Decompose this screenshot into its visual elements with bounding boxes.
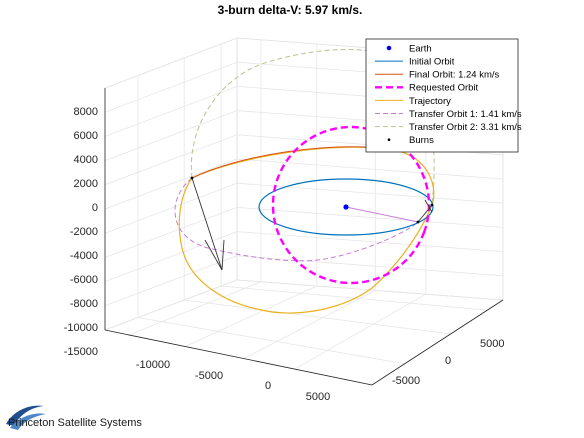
burn-vector xyxy=(221,239,225,271)
grid-line xyxy=(137,317,405,365)
y-tick-label: 0 xyxy=(445,355,451,367)
grid-line xyxy=(243,290,376,359)
z-tick-label: 4000 xyxy=(74,154,98,166)
z-tick-label: 0 xyxy=(92,202,98,214)
burn-marker xyxy=(416,220,420,224)
grid-line xyxy=(104,255,238,307)
legend-item: Transfer Orbit 2: 3.31 km/s xyxy=(375,122,522,133)
x-tick-label: -5000 xyxy=(195,370,223,382)
burn-marker xyxy=(190,176,194,180)
burn-marker xyxy=(430,203,434,207)
psys-swoosh-logo-icon xyxy=(6,405,46,430)
grid-line xyxy=(104,134,238,186)
burn-vector xyxy=(191,177,223,271)
grid-line xyxy=(104,61,238,113)
transfer-orbit-2-curve xyxy=(190,49,435,206)
grid-line xyxy=(104,231,238,282)
legend-label: Transfer Orbit 1: 1.41 km/s xyxy=(409,109,522,120)
grid-line xyxy=(104,207,238,258)
grid-line xyxy=(104,110,238,161)
z-tick-label: 2000 xyxy=(74,178,98,190)
grid-line xyxy=(104,182,238,234)
legend-item: Final Orbit: 1.24 km/s xyxy=(375,70,500,81)
legend-label: Requested Orbit xyxy=(409,83,479,94)
x-tick-label: -10000 xyxy=(136,359,170,371)
transfer-orbit-1-curve xyxy=(174,177,419,262)
grid-line xyxy=(236,182,504,204)
grid-line xyxy=(184,299,451,335)
legend-item: Requested Orbit xyxy=(375,83,479,94)
brand-name: Princeton Satellite Systems xyxy=(8,417,142,429)
legend-label: Initial Orbit xyxy=(409,57,455,68)
legend-item: Initial Orbit xyxy=(375,57,455,68)
z-tick-label: -6000 xyxy=(70,274,98,286)
x-tick-label: 5000 xyxy=(306,391,330,403)
legend-item: Transfer Orbit 1: 1.41 km/s xyxy=(375,109,522,120)
z-tick-labels: -15000 -10000 -8000 -6000 -4000 -2000 0 … xyxy=(64,106,98,358)
z-tick-label: -8000 xyxy=(70,298,98,310)
legend-label: Final Orbit: 1.24 km/s xyxy=(409,70,500,81)
earth-to-burn-line xyxy=(345,206,419,223)
y-tick-label: -5000 xyxy=(392,375,420,387)
x-axis-line xyxy=(104,329,373,386)
legend-label: Burns xyxy=(409,135,434,146)
legend: Earth Initial Orbit Final Orbit: 1.24 km/s… xyxy=(365,38,522,153)
z-tick-label: -4000 xyxy=(70,250,98,262)
earth-marker xyxy=(343,204,349,210)
grid-line xyxy=(236,231,504,252)
z-tick-label: 6000 xyxy=(74,130,98,142)
grid-line xyxy=(236,158,504,180)
brand: Princeton Satellite Systems xyxy=(6,405,142,430)
legend-box xyxy=(365,38,519,153)
legend-item: Trajectory xyxy=(375,96,451,107)
z-tick-label: 8000 xyxy=(74,106,98,118)
initial-orbit-curve xyxy=(258,178,434,236)
legend-item: Burns xyxy=(387,135,434,146)
z-tick-label: -15000 xyxy=(64,346,98,358)
grid-line xyxy=(184,285,317,347)
grid-line xyxy=(104,86,238,137)
legend-swatch xyxy=(386,45,392,51)
grid-line xyxy=(128,281,262,336)
grid-line xyxy=(104,37,238,89)
y-tick-label: 5000 xyxy=(480,338,504,350)
chart-title: 3-burn delta-V: 5.97 km/s. xyxy=(218,3,363,17)
legend-item: Earth xyxy=(386,43,432,54)
x-tick-label: 0 xyxy=(265,380,271,392)
legend-label: Trajectory xyxy=(409,96,451,107)
grid-line xyxy=(104,279,238,331)
grid-line xyxy=(104,158,238,210)
grid-line xyxy=(236,255,504,277)
y-axis-line xyxy=(371,299,504,386)
x-tick-labels: -10000 -5000 0 5000 xyxy=(136,359,330,403)
z-tick-label: -2000 xyxy=(70,226,98,238)
legend-label: Transfer Orbit 2: 3.31 km/s xyxy=(409,122,522,133)
z-tick-label: -10000 xyxy=(64,322,98,334)
burn-vector xyxy=(424,199,433,213)
legend-swatch xyxy=(387,138,391,141)
grid-line xyxy=(294,293,427,370)
burn-vector xyxy=(204,239,223,271)
legend-label: Earth xyxy=(409,43,432,54)
grid-line xyxy=(236,207,504,228)
y-tick-labels: -5000 0 5000 xyxy=(392,338,504,387)
